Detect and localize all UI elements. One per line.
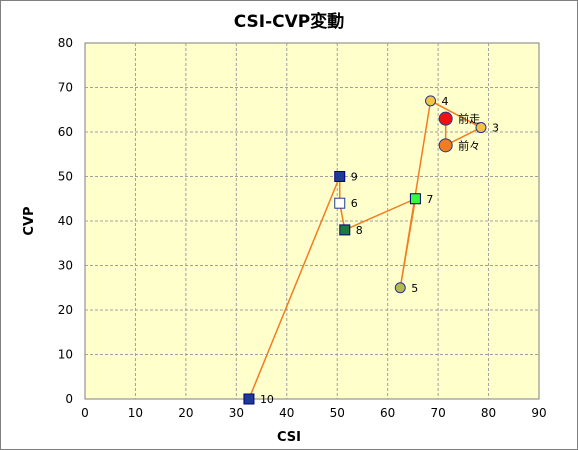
x-tick-label: 30 <box>229 406 244 420</box>
data-point-7 <box>409 193 421 205</box>
y-tick-label: 80 <box>58 36 73 50</box>
data-point-5 <box>394 282 406 294</box>
data-label-4: 4 <box>442 95 449 108</box>
data-label-6: 6 <box>351 197 358 210</box>
x-tick-label: 90 <box>531 406 546 420</box>
y-tick-label: 10 <box>58 348 73 362</box>
data-point-10 <box>243 393 255 405</box>
y-tick-label: 20 <box>58 303 73 317</box>
data-point-前走 <box>438 111 453 126</box>
x-axis-label: CSI <box>277 430 301 445</box>
data-point-前々 <box>438 138 453 153</box>
series-polyline <box>248 100 482 400</box>
data-points <box>243 95 487 405</box>
grid-lines <box>85 43 539 399</box>
data-label-10: 10 <box>260 393 274 406</box>
data-label-前々: 前々 <box>458 138 480 152</box>
data-label-7: 7 <box>426 193 433 206</box>
x-tick-label: 40 <box>279 406 294 420</box>
x-tick-label: 0 <box>81 406 89 420</box>
x-tick-label: 50 <box>330 406 345 420</box>
series-line <box>248 100 482 400</box>
y-tick-label: 40 <box>58 214 73 228</box>
data-point-9 <box>334 171 346 182</box>
data-label-3: 3 <box>492 122 499 135</box>
data-point-8 <box>339 224 351 236</box>
x-tick-label: 70 <box>430 406 445 420</box>
x-tick-label: 20 <box>178 406 193 420</box>
axis-ticks: 0 10 20 30 40 50 60 70 80 90 0 10 20 30 40 50 60 70 80 <box>58 36 547 420</box>
y-tick-label: 0 <box>65 392 73 406</box>
x-tick-label: 10 <box>128 406 143 420</box>
point-labels: 10 9 6 8 7 5 4 3 前々 前走 <box>260 95 499 406</box>
x-tick-label: 60 <box>380 406 395 420</box>
y-tick-label: 60 <box>58 125 73 139</box>
y-tick-label: 70 <box>58 81 73 95</box>
data-label-9: 9 <box>351 171 358 184</box>
x-tick-label: 80 <box>481 406 496 420</box>
y-tick-label: 50 <box>58 170 73 184</box>
data-point-6 <box>334 197 346 209</box>
y-tick-label: 30 <box>58 259 73 273</box>
data-label-前走: 前走 <box>458 112 480 126</box>
data-label-5: 5 <box>411 282 418 295</box>
data-point-4 <box>425 95 437 107</box>
data-label-8: 8 <box>356 224 363 237</box>
chart-title: CSI-CVP変動 <box>234 11 345 32</box>
y-axis-label: CVP <box>22 206 37 235</box>
data-point-3 <box>475 122 487 134</box>
